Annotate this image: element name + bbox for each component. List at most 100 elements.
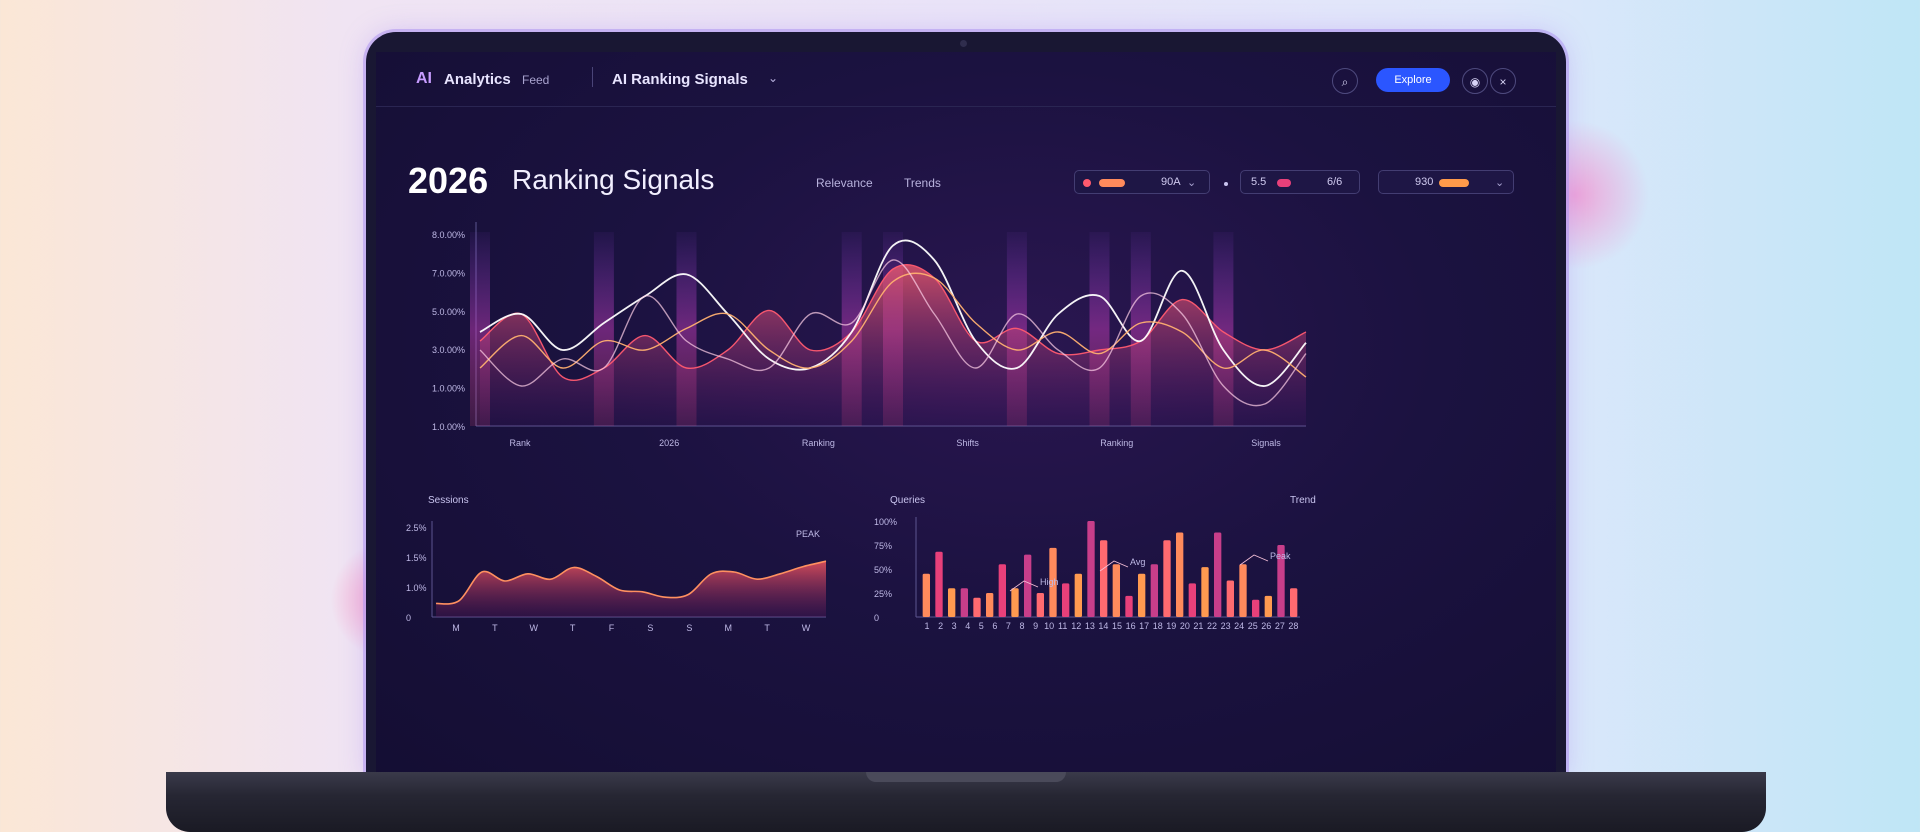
y-tick-label: 5.0.00%: [432, 307, 465, 317]
filter-value: 930: [1415, 176, 1434, 188]
user-icon[interactable]: ◉: [1462, 68, 1488, 94]
bar: [1061, 583, 1070, 617]
x-tick-label: 13: [1085, 621, 1095, 631]
x-tick-label: Signals: [1251, 438, 1281, 448]
bar: [1074, 573, 1083, 617]
x-tick-label: W: [802, 623, 811, 633]
x-tick-label: 1: [924, 621, 929, 631]
x-tick-label: 7: [1006, 621, 1011, 631]
x-tick-label: Ranking: [802, 438, 835, 448]
x-tick-label: 9: [1033, 621, 1038, 631]
app-logo: AI: [416, 70, 432, 87]
bar: [1087, 521, 1095, 617]
bar: [1289, 588, 1298, 617]
top-bar: AI Analytics Feed AI Ranking Signals ⌄ ⌕…: [376, 52, 1556, 107]
x-tick-label: 15: [1112, 621, 1122, 631]
bar: [998, 564, 1007, 617]
filter-bar: [1277, 179, 1291, 187]
nav-item-feed[interactable]: Feed: [522, 73, 550, 87]
bar: [1036, 593, 1045, 617]
x-tick-label: T: [492, 623, 498, 633]
x-tick-label: 24: [1234, 621, 1244, 631]
series-line: [479, 239, 1307, 387]
search-icon[interactable]: ⌕: [1332, 68, 1358, 94]
chevron-down-icon: ⌄: [1187, 177, 1197, 189]
bar: [1201, 567, 1209, 617]
laptop-bezel: AI Analytics Feed AI Ranking Signals ⌄ ⌕…: [366, 32, 1566, 778]
bar: [1226, 580, 1235, 617]
filter-chip-2[interactable]: 5.5 6/6: [1240, 170, 1360, 194]
laptop-base: [166, 772, 1766, 832]
x-tick-label: 14: [1098, 621, 1108, 631]
queries-chart-title: Queries: [890, 495, 926, 506]
series-line: [479, 259, 1307, 407]
dashboard-screen: AI Analytics Feed AI Ranking Signals ⌄ ⌕…: [376, 52, 1556, 778]
y-tick-label: 1.0.00%: [432, 422, 465, 432]
x-tick-label: 28: [1288, 621, 1298, 631]
close-icon[interactable]: ×: [1490, 68, 1516, 94]
x-tick-label: 18: [1153, 621, 1163, 631]
camera-icon: [960, 40, 967, 47]
bar: [1239, 564, 1247, 617]
status-dot: [1083, 179, 1091, 187]
filter-bar: [1099, 179, 1125, 187]
y-tick-label: 50%: [874, 565, 892, 575]
y-tick-label: 2.5%: [406, 523, 427, 533]
bar: [960, 588, 969, 617]
x-tick-label: S: [686, 623, 692, 633]
topbar-divider: [592, 67, 593, 87]
x-tick-label: 2026: [659, 438, 679, 448]
bar: [1251, 599, 1260, 617]
x-tick-label: 2: [938, 621, 943, 631]
bar: [1277, 545, 1285, 617]
bar: [1188, 583, 1197, 617]
bar: [973, 597, 981, 617]
filter-chip-3[interactable]: 930 ⌄: [1378, 170, 1514, 194]
chevron-down-icon[interactable]: ⌄: [768, 71, 779, 85]
bar: [922, 573, 931, 617]
bar: [1011, 588, 1019, 617]
x-tick-label: 25: [1248, 621, 1258, 631]
bar: [1049, 547, 1057, 617]
x-tick-label: 27: [1275, 621, 1285, 631]
x-tick-label: M: [724, 623, 732, 633]
x-tick-label: 10: [1044, 621, 1054, 631]
y-tick-label: 75%: [874, 541, 892, 551]
x-tick-label: F: [609, 623, 615, 633]
bar: [1175, 532, 1184, 617]
bar: [985, 593, 994, 617]
y-tick-label: 8.0.00%: [432, 230, 465, 240]
sessions-area-chart: 2.5% 1.5% 1.0% 0 M T W T F S S M T W PEAK: [406, 521, 827, 633]
x-tick-label: S: [647, 623, 653, 633]
tab-relevance[interactable]: Relevance: [816, 176, 873, 190]
x-tick-label: 23: [1221, 621, 1231, 631]
peak-annotation: PEAK: [796, 529, 820, 539]
series-line: [479, 272, 1307, 378]
bar: [1163, 540, 1171, 617]
bar-annotation: Avg: [1130, 557, 1145, 567]
x-tick-label: 19: [1166, 621, 1176, 631]
y-tick-label: 25%: [874, 589, 892, 599]
filter-bar: [1439, 179, 1469, 187]
x-tick-label: 6: [992, 621, 997, 631]
x-tick-label: 4: [965, 621, 970, 631]
filter-chip-1[interactable]: 90A ⌄: [1074, 170, 1210, 194]
breadcrumb[interactable]: AI Ranking Signals: [612, 71, 748, 88]
chevron-down-icon: ⌄: [1495, 177, 1505, 189]
annotation-line: [1009, 580, 1039, 592]
x-tick-label: T: [764, 623, 770, 633]
explore-button[interactable]: Explore: [1376, 68, 1450, 92]
separator-dot: [1224, 182, 1228, 186]
sessions-area: [436, 561, 826, 617]
x-tick-label: 16: [1126, 621, 1136, 631]
bar: [1137, 573, 1146, 617]
sessions-line: [435, 560, 827, 605]
x-tick-label: 26: [1261, 621, 1271, 631]
bar: [1125, 595, 1133, 617]
filter-label: 6/6: [1327, 176, 1343, 188]
bar-annotation: High: [1040, 577, 1059, 587]
bar: [1112, 564, 1121, 617]
x-tick-label: Ranking: [1100, 438, 1133, 448]
tab-trends[interactable]: Trends: [904, 176, 941, 190]
bar: [1023, 554, 1032, 617]
